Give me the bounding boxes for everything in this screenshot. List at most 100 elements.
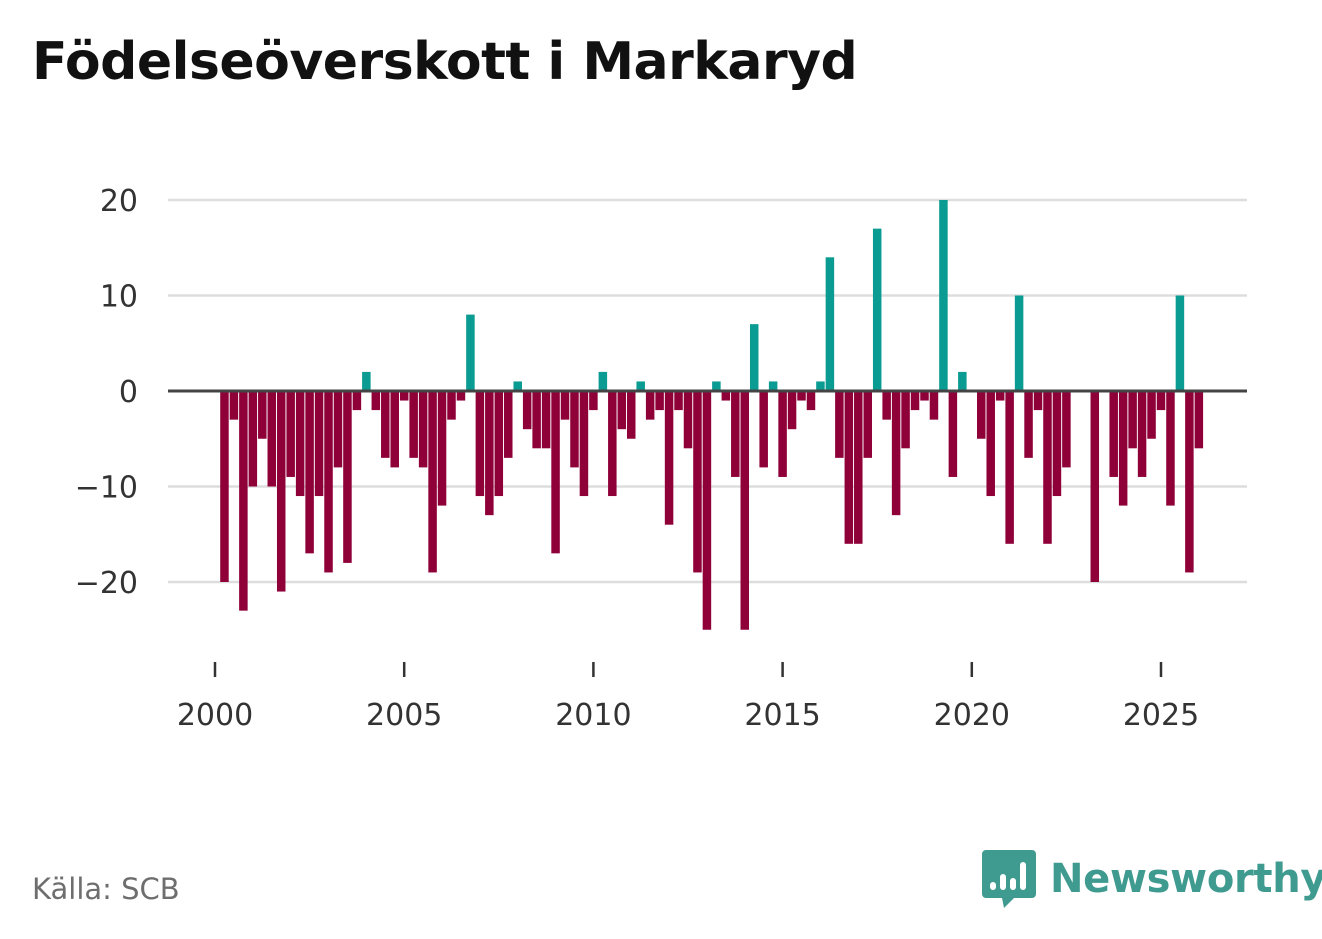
- bar: [295, 391, 305, 497]
- bar: [371, 391, 381, 411]
- bar: [721, 391, 731, 401]
- bar: [276, 391, 286, 592]
- bar: [1052, 391, 1062, 497]
- newsworthy-bar-chart-icon: [982, 850, 1036, 908]
- bar: [485, 391, 494, 516]
- bar: [579, 391, 589, 497]
- x-tick-label: 2010: [555, 698, 631, 733]
- bar: [437, 391, 447, 506]
- bar: [806, 391, 816, 411]
- bar: [995, 391, 1005, 401]
- bar: [655, 391, 664, 411]
- bar: [598, 371, 608, 391]
- bar: [617, 391, 627, 430]
- bar: [749, 324, 759, 391]
- bar: [1175, 295, 1185, 391]
- x-axis: 2000 2005 2010 2015 2020 2025: [177, 662, 1199, 733]
- bar: [939, 200, 948, 391]
- bar: [787, 391, 797, 430]
- bar: [522, 391, 532, 430]
- x-tick-label: 2005: [366, 698, 442, 733]
- bar: [267, 391, 277, 487]
- bar: [541, 391, 551, 449]
- bar: [1109, 391, 1118, 477]
- bar: [825, 257, 835, 391]
- bar: [589, 391, 598, 411]
- bar: [977, 391, 986, 439]
- bar: [693, 391, 702, 573]
- bar: [1062, 391, 1071, 468]
- bar: [258, 391, 267, 439]
- bar: [1147, 391, 1156, 439]
- y-tick-label: 0: [119, 375, 138, 410]
- bar: [314, 391, 324, 497]
- bar: [390, 391, 399, 468]
- chart-title: Födelseöverskott i Markaryd: [32, 32, 858, 92]
- bar: [324, 391, 333, 573]
- x-tick-label: 2025: [1123, 698, 1199, 733]
- bar: [333, 391, 343, 468]
- bar: [1043, 391, 1052, 544]
- y-tick-label: 20: [100, 184, 138, 219]
- bar: [797, 391, 806, 401]
- bar: [608, 391, 617, 497]
- bar: [702, 391, 712, 630]
- bar: [1137, 391, 1147, 477]
- bar: [740, 391, 750, 630]
- bar: [929, 391, 939, 420]
- bar: [1005, 391, 1014, 544]
- bar: [1156, 391, 1166, 411]
- bar: [854, 391, 863, 544]
- bar: [570, 391, 579, 468]
- bar: [674, 391, 683, 411]
- bar: [901, 391, 910, 449]
- y-axis: 20 10 0 −10 −20: [75, 184, 138, 601]
- bar: [626, 391, 636, 439]
- x-tick-label: 2020: [934, 698, 1010, 733]
- bar: [286, 391, 295, 477]
- bar: [986, 391, 995, 497]
- bar: [891, 391, 901, 516]
- y-tick-label: 10: [100, 280, 138, 315]
- bar: [863, 391, 872, 458]
- bar: [683, 391, 693, 449]
- bar: [466, 314, 475, 391]
- bar: [447, 391, 456, 420]
- bar: [475, 391, 485, 497]
- bar: [513, 381, 522, 391]
- y-tick-label: −20: [75, 566, 138, 601]
- bar: [343, 391, 352, 563]
- bar: [778, 391, 787, 477]
- x-tick-label: 2015: [744, 698, 820, 733]
- bar: [645, 391, 655, 420]
- bar: [731, 391, 740, 477]
- bar: [835, 391, 844, 458]
- bar: [872, 228, 882, 391]
- bar: [816, 381, 825, 391]
- bar: [1033, 391, 1043, 411]
- bar: [239, 391, 248, 611]
- bar: [399, 391, 409, 401]
- bar: [229, 391, 239, 420]
- bar: [248, 391, 258, 487]
- bar: [456, 391, 466, 401]
- bar: [1014, 295, 1024, 391]
- bar: [664, 391, 674, 525]
- bar: [1166, 391, 1175, 506]
- bar: [428, 391, 437, 573]
- bar: [759, 391, 768, 468]
- x-tick-label: 2000: [177, 698, 253, 733]
- bar: [948, 391, 958, 477]
- bar: [494, 391, 504, 497]
- bar: [636, 381, 645, 391]
- bar: [920, 391, 929, 401]
- bar: [362, 371, 371, 391]
- bar: [551, 391, 560, 554]
- bar: [352, 391, 362, 411]
- bar: [418, 391, 428, 468]
- bar: [381, 391, 390, 458]
- bar: [958, 371, 967, 391]
- source-label: Källa: SCB: [32, 872, 180, 906]
- bar: [1090, 391, 1100, 582]
